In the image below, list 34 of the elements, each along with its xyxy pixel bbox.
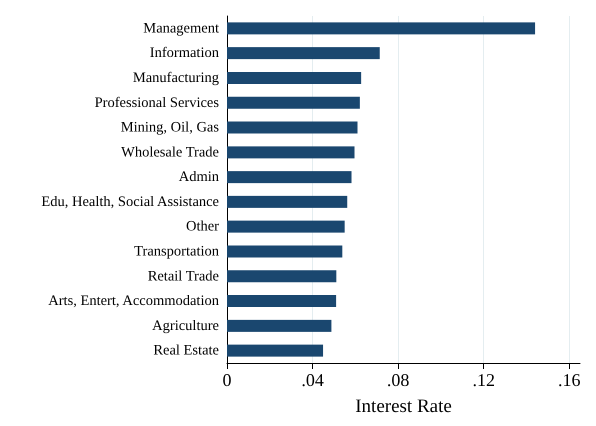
y-tick-label: Transportation: [134, 243, 220, 260]
bar: [227, 245, 342, 258]
bar: [227, 320, 332, 332]
x-tick-label: .04: [301, 370, 324, 390]
y-tick-label: Agriculture: [152, 318, 219, 334]
y-tick-label: Information: [150, 45, 220, 62]
y-tick-label: Edu, Health, Social Assistance: [41, 194, 219, 210]
x-tick-label: .08: [386, 370, 410, 390]
bar: [227, 122, 358, 134]
bar: [227, 146, 355, 158]
bar: [227, 22, 536, 34]
bar: [227, 295, 336, 308]
bar: [227, 220, 345, 233]
bar: [227, 344, 324, 357]
x-tick-label: .16: [558, 370, 581, 390]
bar: [227, 47, 380, 60]
y-tick-label: Management: [143, 20, 219, 36]
y-tick-label: Other: [186, 218, 220, 235]
bar: [227, 171, 352, 184]
y-tick-label: Wholesale Trade: [121, 144, 219, 160]
y-tick-label: Manufacturing: [132, 70, 219, 86]
y-tick-label: Admin: [178, 169, 220, 186]
x-tick-label: .12: [472, 370, 495, 390]
y-tick-label: Mining, Oil, Gas: [120, 120, 220, 136]
y-tick-label: Retail Trade: [148, 268, 219, 284]
y-tick-label: Professional Services: [94, 94, 220, 111]
y-tick-label: Real Estate: [153, 342, 219, 359]
x-tick-label: 0: [222, 370, 232, 390]
bar: [227, 72, 362, 84]
y-tick-label: Arts, Entert, Accommodation: [48, 293, 220, 310]
bar: [227, 270, 336, 282]
bar: [227, 196, 348, 208]
bar: [227, 96, 360, 109]
x-axis-title: Interest Rate: [355, 396, 452, 417]
